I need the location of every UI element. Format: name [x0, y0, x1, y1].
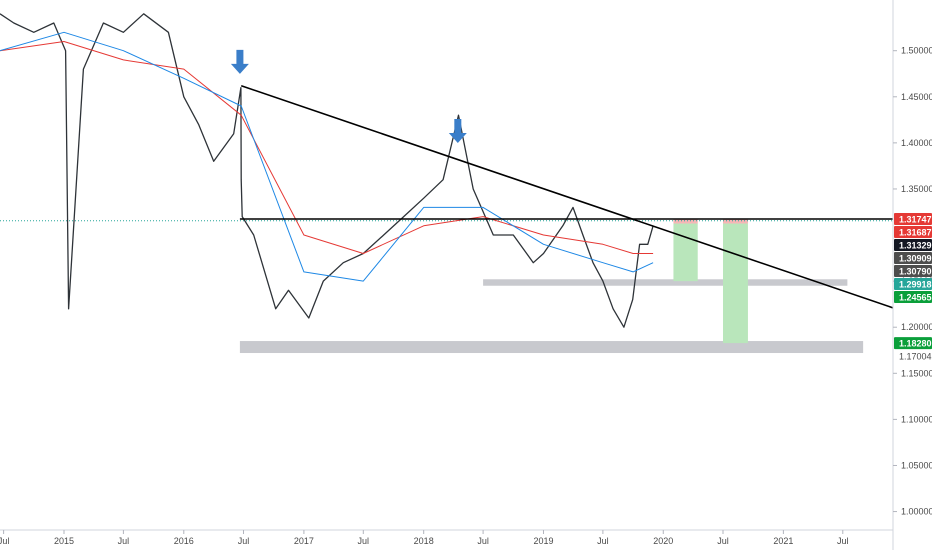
price-tag-bg	[894, 225, 932, 238]
price-tag-bg	[894, 238, 932, 251]
y-tick-label: 1.45000	[901, 92, 932, 102]
price-tag-bg	[894, 277, 932, 290]
y-tick-label: 1.35000	[901, 184, 932, 194]
price-tag: 1.30790	[899, 266, 932, 276]
x-tick-label: 2020	[653, 536, 673, 546]
series-line-2[interactable]	[0, 41, 654, 254]
price-tag-bg	[894, 337, 932, 350]
price-tag-bg	[894, 264, 932, 277]
x-tick-label: Jul	[118, 536, 130, 546]
price-tag: 1.31329	[899, 240, 932, 250]
x-tick-label: 2017	[294, 536, 314, 546]
plot-area[interactable]	[0, 13, 893, 354]
x-tick-label: Jul	[358, 536, 370, 546]
arrow-2	[448, 119, 467, 144]
y-tick-label: 1.40000	[901, 138, 932, 148]
series-line-3[interactable]	[0, 31, 654, 282]
x-tick-label: 2021	[773, 536, 793, 546]
down-arrow-icon[interactable]	[448, 119, 467, 144]
x-tick-label: Jul	[238, 536, 250, 546]
position-target-zone-1[interactable]	[673, 223, 698, 282]
x-tick-label: 2016	[174, 536, 194, 546]
x-tick-label: Jul	[717, 536, 729, 546]
down-arrow-icon[interactable]	[230, 49, 249, 74]
price-tag: 1.31747	[899, 214, 932, 224]
price-tag: 1.17004	[899, 352, 932, 362]
x-tick-label: 2019	[533, 536, 553, 546]
series-line-1[interactable]	[0, 13, 654, 328]
price-tag: 1.29918	[899, 279, 932, 289]
y-tick-label: 1.05000	[901, 460, 932, 470]
x-tick-label: Jul	[837, 536, 849, 546]
price-tag-bg	[894, 212, 932, 225]
price-tag: 1.24565	[899, 292, 932, 302]
price-tag: 1.31687	[899, 227, 932, 237]
price-tag: 1.18280	[899, 339, 932, 349]
y-tick-label: 1.00000	[901, 507, 932, 517]
support-zone-1[interactable]	[483, 279, 848, 286]
price-tag: 1.30909	[899, 253, 932, 263]
time-axis[interactable]: Jul 2015 Jul 2016 Jul 2017 Jul 2018 Jul 2019 Jul 20…	[0, 530, 849, 546]
y-tick-label: 1.20000	[901, 322, 932, 332]
x-tick-label: 2018	[414, 536, 434, 546]
price-tag-bg	[894, 251, 932, 264]
x-tick-label: Jul	[477, 536, 489, 546]
y-tick-label: 1.15000	[901, 368, 932, 378]
y-tick-label: 1.50000	[901, 46, 932, 56]
support-zone-2[interactable]	[239, 341, 864, 354]
position-stop-zone-1[interactable]	[673, 218, 698, 224]
arrow-1	[230, 49, 249, 74]
price-tag-bg	[894, 290, 932, 303]
x-tick-label: 2015	[54, 536, 74, 546]
y-tick-label: 1.10000	[901, 414, 932, 424]
position-target-zone-2[interactable]	[722, 223, 748, 344]
trendline[interactable]	[240, 84, 894, 309]
drawing-annotations[interactable]	[230, 49, 894, 309]
x-tick-label: Jul	[0, 536, 9, 546]
price-tag-list: 1.31747 1.31687 1.31329 1.30909 1.30790 1.299…	[894, 212, 932, 362]
x-tick-label: Jul	[597, 536, 609, 546]
